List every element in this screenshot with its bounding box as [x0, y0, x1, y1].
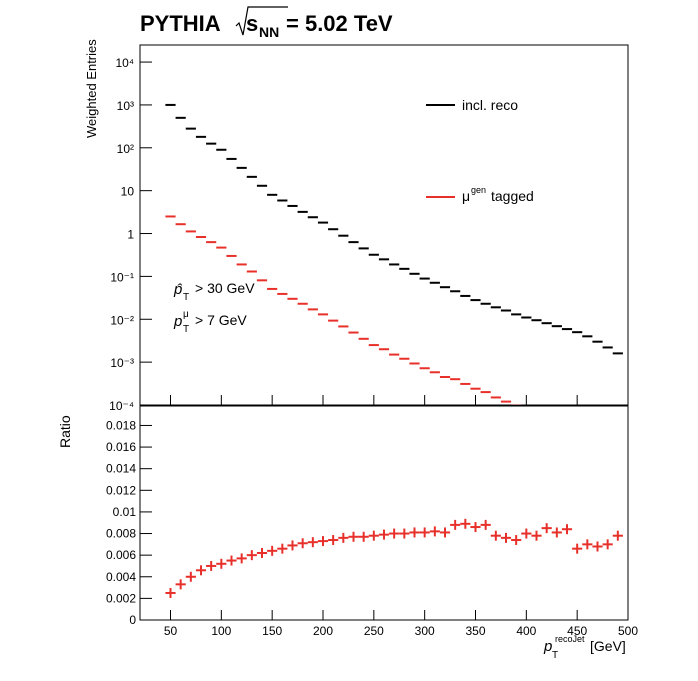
- ratio-y-tick-label: 0: [129, 613, 136, 627]
- annotation-base: p: [173, 313, 182, 330]
- y-axis-label: Weighted Entries: [84, 39, 99, 138]
- annotation-base: p̂: [173, 281, 183, 298]
- ratio-y-tick-label: 0.012: [106, 483, 136, 497]
- y-tick-label: 1: [127, 228, 134, 242]
- ratio-y-tick-label: 0.016: [106, 440, 136, 454]
- y-tick-label: 10⁻³: [110, 356, 134, 370]
- x-label-base: p: [543, 638, 552, 655]
- annotation-sup: μ: [183, 309, 189, 320]
- y-tick-label: 10⁴: [115, 56, 134, 70]
- x-label-sub: T: [552, 650, 558, 661]
- x-label-sup: recoJet: [555, 634, 585, 644]
- x-tick-label: 50: [164, 624, 178, 638]
- ratio-y-tick-label: 0.002: [106, 591, 136, 605]
- annotation-sub: T: [183, 324, 189, 335]
- legend-label: μ: [462, 188, 470, 204]
- y-tick-label: 10⁻¹: [110, 270, 134, 284]
- chart-title: PYTHIA: [140, 11, 221, 36]
- x-tick-label: 150: [262, 624, 282, 638]
- x-tick-label: 350: [465, 624, 485, 638]
- x-tick-label: 300: [415, 624, 435, 638]
- ratio-y-tick-label: 0.01: [113, 505, 137, 519]
- ratio-y-tick-label: 0.008: [106, 527, 136, 541]
- x-tick-label: 500: [618, 624, 638, 638]
- energy-symbol: s: [246, 11, 258, 36]
- y-tick-label: 10⁻⁴: [109, 399, 134, 413]
- legend-label: incl. reco: [462, 97, 518, 113]
- annotation-text: > 30 GeV: [195, 280, 255, 296]
- x-tick-label: 250: [364, 624, 384, 638]
- x-tick-label: 100: [211, 624, 231, 638]
- annotation-sub: T: [183, 292, 189, 303]
- legend-label: tagged: [491, 188, 534, 204]
- y-tick-label: 10: [121, 185, 135, 199]
- annotation-text: > 7 GeV: [195, 312, 247, 328]
- ratio-y-tick-label: 0.018: [106, 418, 136, 432]
- ratio-y-tick-label: 0.006: [106, 548, 136, 562]
- legend-label-sup: gen: [471, 185, 486, 195]
- energy-subscript: NN: [259, 24, 279, 40]
- ratio-frame: [139, 405, 629, 621]
- y-tick-label: 10³: [117, 99, 134, 113]
- energy-value: = 5.02 TeV: [286, 11, 393, 36]
- y-tick-label: 10⁻²: [110, 313, 134, 327]
- sqrt-sign: [235, 6, 288, 36]
- ratio-y-tick-label: 0.014: [106, 462, 136, 476]
- ratio-y-axis-label: Ratio: [57, 415, 73, 448]
- top-frame: [139, 44, 629, 406]
- x-tick-label: 450: [567, 624, 587, 638]
- hist-marks: [165, 103, 623, 405]
- x-tick-label: 200: [313, 624, 333, 638]
- ratio-y-tick-label: 0.004: [106, 570, 136, 584]
- x-label-unit: [GeV]: [590, 638, 626, 654]
- y-tick-label: 10²: [117, 142, 134, 156]
- x-tick-label: 400: [516, 624, 536, 638]
